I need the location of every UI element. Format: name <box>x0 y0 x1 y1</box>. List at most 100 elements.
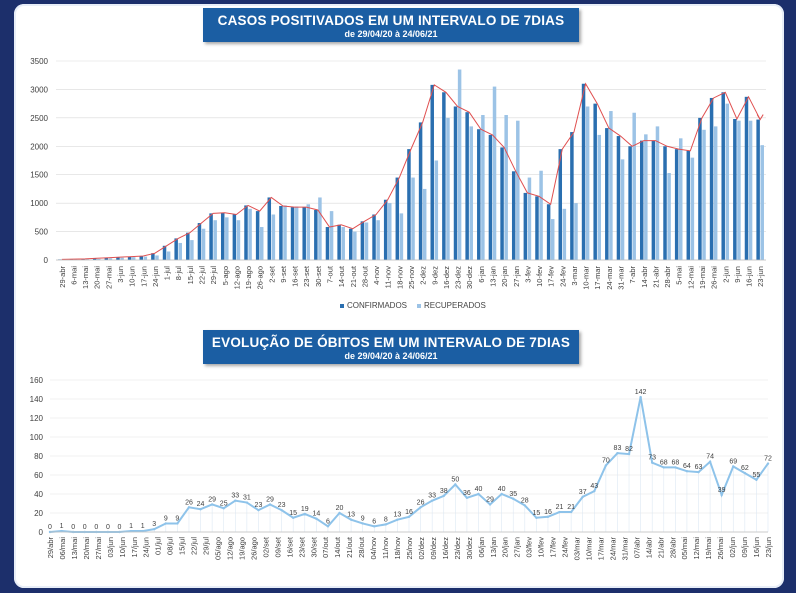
x-tick-label: 11-nov <box>384 266 393 289</box>
data-label: 9 <box>361 515 365 522</box>
bar-confirmados <box>395 177 400 260</box>
x-tick-label: 07/out <box>321 536 330 558</box>
bar-confirmados <box>721 92 725 261</box>
data-label: 3 <box>152 521 156 528</box>
x-tick-label: 9-jun <box>733 266 742 283</box>
data-label: 142 <box>635 389 647 396</box>
data-label: 40 <box>475 486 483 493</box>
bar-recuperados <box>632 112 636 261</box>
x-tick-label: 9-set <box>279 265 288 283</box>
bar-recuperados <box>679 138 683 260</box>
x-tick-label: 21-out <box>349 265 358 287</box>
bar-recuperados <box>585 106 590 260</box>
data-label: 72 <box>764 456 772 463</box>
bar-recuperados <box>376 220 380 260</box>
x-tick-label: 30/set <box>309 536 318 557</box>
x-tick-label: 23-jun <box>756 266 765 287</box>
x-tick-label: 25/nov <box>405 537 414 560</box>
bar-recuperados <box>539 170 543 260</box>
x-tick-label: 18-nov <box>395 266 404 289</box>
x-tick-label: 21-abr <box>651 266 660 288</box>
deaths-point <box>164 522 168 525</box>
bar-confirmados <box>558 149 563 260</box>
x-tick-label: 20/mai <box>82 537 91 560</box>
data-label: 6 <box>326 518 330 525</box>
bar-recuperados <box>236 220 241 260</box>
bar-confirmados <box>535 196 539 260</box>
x-tick-label: 13-jan <box>488 266 497 287</box>
data-label: 33 <box>231 493 239 500</box>
x-tick-label: 6-mai <box>69 266 78 285</box>
bar-recuperados <box>504 115 508 260</box>
x-tick-label: 18/nov <box>393 537 402 560</box>
deaths-point <box>384 523 388 526</box>
x-tick-label: 07/abr <box>632 537 641 559</box>
x-tick-label: 17-jun <box>139 266 148 287</box>
data-label: 70 <box>602 458 610 465</box>
data-label: 68 <box>671 459 679 466</box>
x-tick-label: 16-set <box>291 265 300 287</box>
data-label: 68 <box>660 459 668 466</box>
bar-recuperados <box>667 173 671 260</box>
x-tick-label: 9-dez <box>430 266 439 285</box>
deaths-point <box>454 483 457 486</box>
bar-confirmados <box>488 134 493 260</box>
deaths-chart-title: EVOLUÇÃO DE ÓBITOS EM UM INTERVALO DE 7D… <box>211 335 571 350</box>
x-tick-label: 23/jun <box>764 537 773 557</box>
bar-recuperados <box>248 208 252 260</box>
deaths-point <box>187 506 191 509</box>
bar-confirmados <box>209 213 213 260</box>
bar-confirmados <box>186 232 190 260</box>
bar-recuperados <box>201 228 206 260</box>
x-tick-label: 7-out <box>326 265 335 283</box>
x-tick-label: 17/jun <box>130 537 139 557</box>
bar-confirmados <box>442 92 446 261</box>
y-tick-label: 20 <box>34 509 43 518</box>
bar-confirmados <box>639 140 644 260</box>
deaths-point <box>222 507 225 510</box>
bar-confirmados <box>127 256 132 260</box>
x-tick-label: 03/mar <box>573 536 582 560</box>
y-tick-label: 1500 <box>30 171 48 180</box>
bar-recuperados <box>655 126 660 260</box>
data-label: 63 <box>695 464 703 471</box>
bar-recuperados <box>434 160 439 260</box>
x-tick-label: 10-jun <box>128 266 137 287</box>
bar-recuperados <box>166 251 171 260</box>
x-tick-label: 24-mar <box>605 266 614 290</box>
x-tick-label: 25-nov <box>407 266 416 289</box>
data-label: 15 <box>289 510 297 517</box>
trend-arrow-icon <box>756 114 764 121</box>
bar-recuperados <box>120 257 124 260</box>
data-label: 1 <box>129 523 133 530</box>
x-tick-label: 05/ago <box>214 537 223 560</box>
bar-confirmados <box>383 199 388 260</box>
x-tick-label: 17/mar <box>596 536 605 560</box>
deaths-point <box>720 493 723 497</box>
legend-confirmados: CONFIRMADOS <box>340 301 407 310</box>
x-tick-label: 24/mar <box>608 536 617 560</box>
x-tick-label: 14-out <box>337 265 346 287</box>
bar-confirmados <box>581 83 586 260</box>
x-tick-label: 02/dez <box>417 537 426 560</box>
deaths-point <box>338 511 341 515</box>
x-tick-label: 20-jan <box>500 266 509 287</box>
deaths-chart-banner: EVOLUÇÃO DE ÓBITOS EM UM INTERVALO DE 7D… <box>203 330 579 364</box>
deaths-point <box>627 452 631 456</box>
data-label: 33 <box>428 493 436 500</box>
bar-confirmados <box>244 205 248 260</box>
bar-recuperados <box>108 258 113 260</box>
x-tick-label: 12/mai <box>692 537 701 560</box>
data-label: 83 <box>614 445 622 452</box>
y-tick-label: 100 <box>30 433 44 442</box>
deaths-point <box>361 522 364 525</box>
bar-confirmados <box>628 146 632 260</box>
x-tick-label: 14-abr <box>640 266 649 288</box>
bar-recuperados <box>213 220 217 260</box>
bar-recuperados <box>469 126 473 260</box>
data-label: 69 <box>729 458 737 465</box>
deaths-point <box>639 395 642 399</box>
data-label: 21 <box>556 504 564 511</box>
